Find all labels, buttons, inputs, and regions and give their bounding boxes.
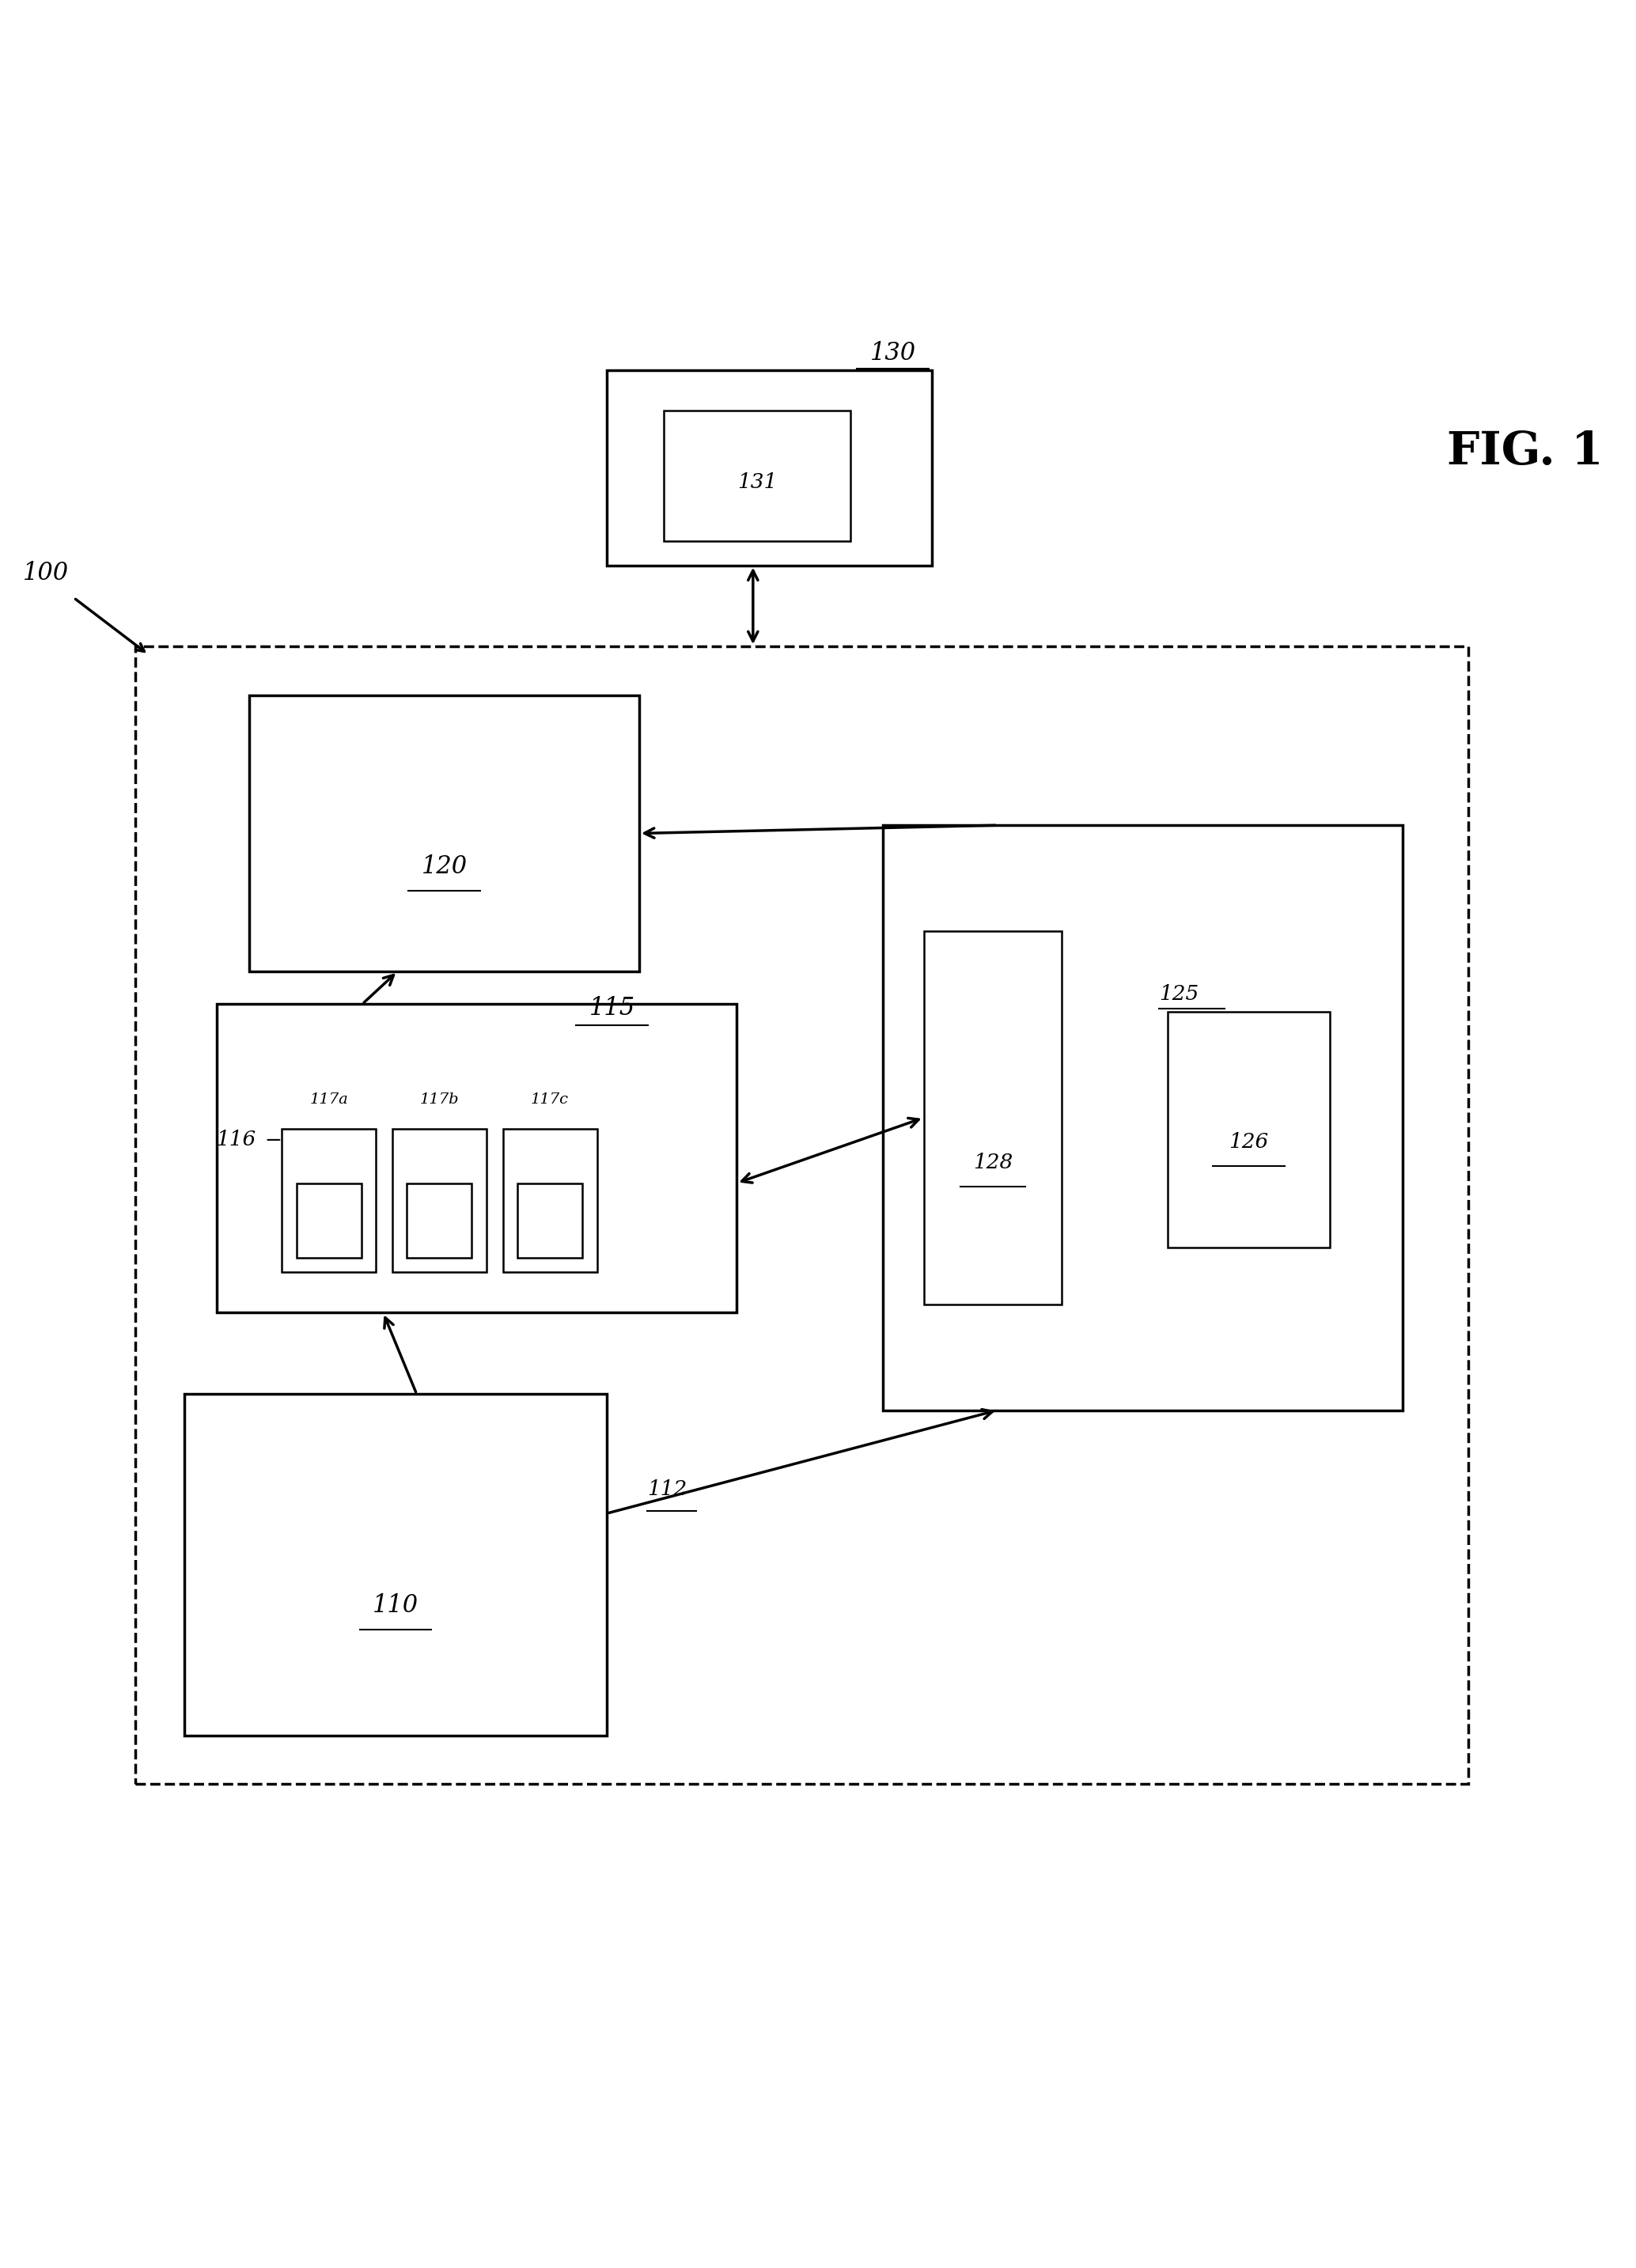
Text: 117c: 117c bbox=[532, 1093, 569, 1107]
Bar bbox=[407, 1184, 471, 1256]
Bar bbox=[281, 1129, 376, 1272]
Text: 117b: 117b bbox=[420, 1093, 460, 1107]
Bar bbox=[502, 1129, 597, 1272]
Bar bbox=[185, 1395, 607, 1735]
Text: 100: 100 bbox=[23, 560, 69, 585]
Bar bbox=[607, 370, 933, 565]
Text: 131: 131 bbox=[738, 472, 777, 492]
Text: 112: 112 bbox=[648, 1479, 687, 1499]
Text: 110: 110 bbox=[373, 1594, 419, 1617]
Text: 117a: 117a bbox=[309, 1093, 348, 1107]
Bar bbox=[517, 1184, 582, 1256]
Text: 115: 115 bbox=[589, 996, 635, 1021]
Text: 116: 116 bbox=[216, 1129, 257, 1150]
Text: 126: 126 bbox=[1229, 1132, 1268, 1152]
Text: 130: 130 bbox=[870, 340, 916, 365]
Bar bbox=[296, 1184, 362, 1256]
Text: 120: 120 bbox=[420, 855, 468, 878]
Text: 128: 128 bbox=[973, 1152, 1013, 1173]
Text: FIG. 1: FIG. 1 bbox=[1446, 429, 1603, 474]
Text: 125: 125 bbox=[1160, 984, 1199, 1005]
Bar bbox=[136, 646, 1467, 1785]
Bar bbox=[249, 696, 640, 971]
Bar bbox=[924, 930, 1062, 1304]
Bar bbox=[393, 1129, 486, 1272]
Bar bbox=[664, 411, 851, 540]
Bar bbox=[1168, 1012, 1330, 1247]
Bar bbox=[883, 826, 1404, 1411]
Bar bbox=[216, 1005, 736, 1313]
